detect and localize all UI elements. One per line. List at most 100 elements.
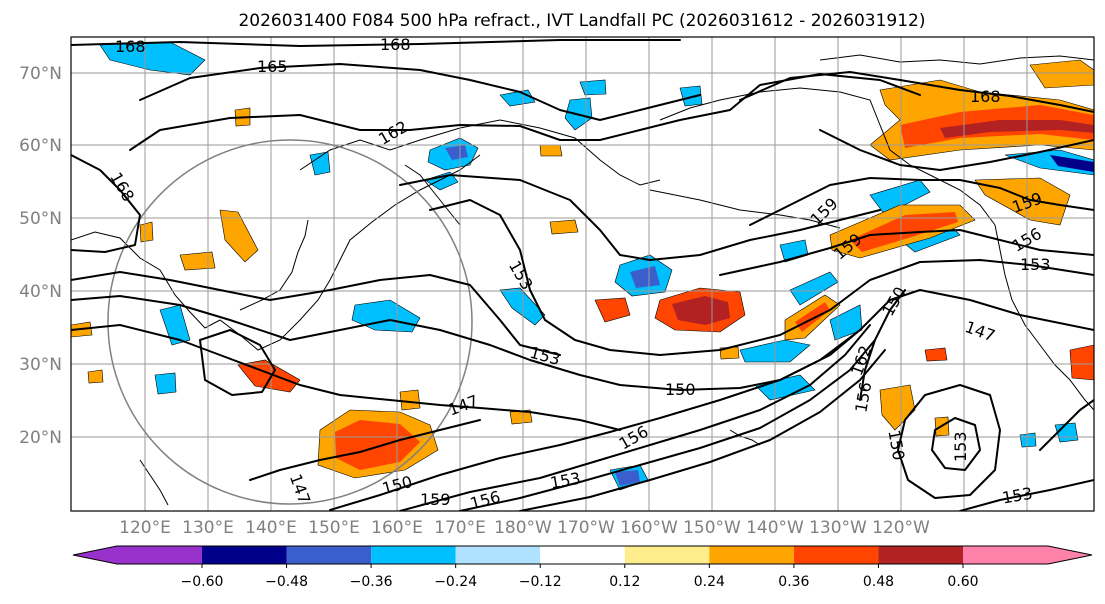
contour-153-west: [71, 271, 561, 356]
colorbar-band: [540, 546, 625, 564]
lon-label: 120°E: [119, 518, 171, 538]
contour-147-se: [1039, 399, 1094, 451]
lon-label: 140°W: [746, 518, 804, 538]
contour-156-south: [459, 339, 876, 511]
contour-150-west: [71, 289, 1094, 391]
colorbar-band: [878, 546, 963, 564]
lat-axis: 70°N 60°N 50°N 40°N 30°N 20°N: [19, 64, 62, 448]
colorbar-extend-min: [73, 546, 117, 564]
coastline-alaska: [659, 87, 996, 226]
lon-label: 170°W: [557, 518, 615, 538]
colorbar-tick-label: 0.36: [778, 574, 809, 590]
contour-168-east: [739, 71, 1094, 113]
contour-cutoff-low: [897, 384, 1001, 499]
coastline-siberia: [299, 119, 661, 186]
colorbar-tick-label: 0.60: [947, 574, 978, 590]
colorbar-band: [117, 546, 202, 564]
map-frame: [70, 36, 1095, 512]
colorbar-band: [624, 546, 710, 564]
lon-label: 130°E: [182, 518, 234, 538]
contour-label: 159: [420, 490, 451, 509]
contour-ring-japan: [199, 329, 276, 396]
negative-anomaly-core: [630, 266, 660, 288]
negative-anomaly-region: [424, 171, 459, 191]
positive-anomaly-region: [1069, 344, 1094, 381]
colorbar-band: [963, 546, 1048, 564]
contour-layer: [71, 39, 1094, 511]
negative-anomaly-region: [1019, 432, 1037, 448]
lat-label: 60°N: [19, 136, 62, 156]
negative-anomaly-core: [445, 145, 468, 160]
negative-anomaly-region: [579, 79, 607, 96]
contour-label: 150: [665, 380, 696, 399]
negative-anomaly-core: [615, 470, 640, 486]
coastline-japan: [239, 219, 309, 311]
contour-label: 168: [115, 37, 146, 56]
lat-label: 40°N: [19, 282, 62, 302]
colorbar-tick-label: −0.24: [434, 574, 477, 590]
contour-159-mid: [399, 174, 881, 261]
colorbar-band: [455, 546, 541, 564]
lat-label: 50°N: [19, 209, 62, 229]
map-content: 168 168 165 168 162 168 159 159 159 156 …: [71, 37, 1094, 511]
positive-anomaly-region: [974, 177, 1071, 226]
contour-150-south: [329, 329, 861, 511]
colorbar-band: [286, 546, 372, 564]
contour-label: 153: [951, 431, 970, 462]
lon-label: 150°E: [308, 518, 360, 538]
contour-159-east: [749, 177, 1094, 226]
colorbar-band: [202, 546, 287, 564]
negative-anomaly-region: [159, 304, 191, 346]
contour-label: 153: [1020, 255, 1051, 274]
lon-label: 150°W: [683, 518, 741, 538]
positive-anomaly-region: [1029, 59, 1094, 89]
contour-165: [139, 63, 701, 121]
coastline-aleutians: [649, 189, 841, 229]
positive-anomaly-region: [924, 347, 948, 362]
colorbar-tick-label: −0.60: [181, 574, 224, 590]
figure-title: 2026031400 F084 500 hPa refract., IVT La…: [238, 11, 925, 31]
contour-153-south: [399, 324, 871, 511]
colorbar-band: [709, 546, 794, 564]
positive-anomaly-region: [549, 219, 579, 235]
positive-anomaly-core: [672, 296, 730, 325]
lon-label: 140°E: [245, 518, 297, 538]
coastline-hawaii: [729, 429, 761, 446]
coastline-asia: [71, 154, 481, 351]
contour-147: [71, 324, 621, 431]
contour-168: [71, 39, 681, 47]
colorbar: −0.60 −0.48 −0.36 −0.24 −0.12 0.12 0.24 0.36 0.4…: [72, 545, 1093, 590]
negative-anomaly-region: [154, 372, 177, 395]
positive-anomaly-region: [179, 251, 216, 271]
positive-anomaly-core: [335, 420, 420, 470]
lat-label: 20°N: [19, 428, 62, 448]
positive-anomaly-region: [87, 369, 104, 384]
lon-label: 120°W: [872, 518, 930, 538]
colorbar-tick-label: −0.36: [350, 574, 393, 590]
colorbar-band: [793, 546, 879, 564]
contour-162-south: [859, 289, 906, 401]
coastline-kamchatka: [404, 164, 461, 226]
contour-153-se: [959, 479, 1094, 511]
colorbar-tick-label: 0.12: [609, 574, 640, 590]
colorbar-tick-label: −0.48: [265, 574, 308, 590]
lat-label: 30°N: [19, 355, 62, 375]
colorbar-band: [371, 546, 456, 564]
contour-159-south: [519, 349, 886, 511]
colorbar-tick-label: 0.24: [694, 574, 725, 590]
negative-anomaly-region: [869, 179, 931, 216]
colorbar-tick-label: −0.12: [519, 574, 562, 590]
positive-anomaly-region: [594, 297, 631, 323]
lon-axis: 120°E 130°E 140°E 150°E 160°E 170°E 180°…: [119, 518, 930, 538]
positive-anomaly-region: [219, 209, 259, 263]
negative-anomaly-core: [1050, 155, 1094, 172]
positive-anomaly-core: [940, 120, 1094, 138]
lon-label: 130°W: [809, 518, 867, 538]
colorbar-extend-max: [1048, 546, 1092, 564]
lon-label: 160°E: [371, 518, 423, 538]
contour-168-west: [71, 154, 141, 253]
contour-147-south: [249, 419, 481, 481]
positive-anomaly-region: [139, 221, 154, 243]
